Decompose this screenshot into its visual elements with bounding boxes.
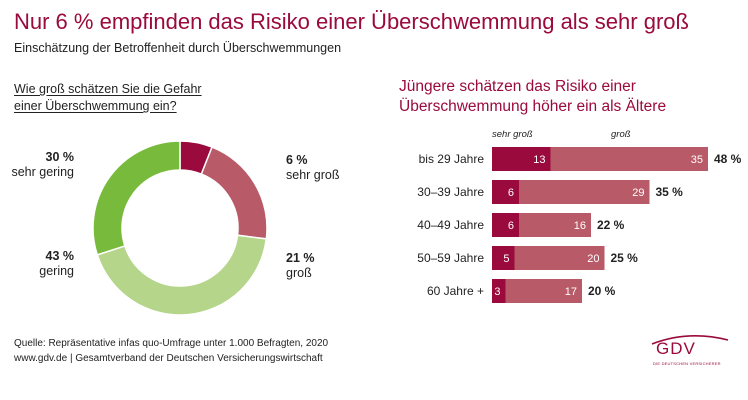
bar-data-label: 29	[632, 187, 644, 199]
bar-segment-sehr-gross	[492, 246, 515, 270]
bar-segment-sehr-gross	[492, 279, 506, 303]
bar-data-label: 5	[503, 253, 509, 265]
bar-data-label: 16	[574, 220, 586, 232]
bar-data-label: 20	[587, 253, 599, 265]
source-note: Quelle: Repräsentative infas quo-Umfrage…	[14, 336, 434, 366]
donut-category-label: gering	[39, 264, 74, 278]
bar-segment-gross	[550, 147, 708, 171]
donut-slice-2	[200, 146, 268, 240]
bar-title-line-1: Jüngere schätzen das Risiko einer	[399, 78, 636, 95]
legend-item: sehr groß	[492, 129, 533, 140]
bar-segment-gross	[505, 279, 582, 303]
bar-total-label: 35 %	[656, 185, 684, 199]
donut-chart-title: Wie groß schätzen Sie die Gefahr einer Ü…	[14, 81, 204, 115]
bar-chart-title: Jüngere schätzen das Risiko einer Übersc…	[399, 77, 729, 117]
bar-category-label: bis 29 Jahre	[419, 152, 485, 166]
bar-data-label: 6	[508, 220, 514, 232]
logo-subtext: DIE DEUTSCHEN VERSICHERER	[653, 361, 721, 366]
page-title: Nur 6 % empfinden das Risiko einer Übers…	[14, 9, 689, 34]
bar-segment-sehr-gross	[492, 213, 519, 237]
bar-title-line-2: Überschwemmung höher ein als Ältere	[399, 98, 667, 115]
bar-data-label: 17	[565, 286, 577, 298]
donut-title-line-2: einer Überschwemmung ein?	[14, 99, 177, 113]
bar-category-label: 60 Jahre +	[427, 284, 484, 298]
gdv-logo	[651, 335, 729, 345]
bar-segment-sehr-gross	[492, 147, 551, 171]
bar-category-label: 50–59 Jahre	[417, 251, 484, 265]
donut-slice-4	[92, 140, 181, 256]
bar-total-label: 25 %	[611, 251, 639, 265]
bar-segment-gross	[514, 246, 605, 270]
bar-category-label: 40–49 Jahre	[417, 218, 484, 232]
bar-data-label: 35	[691, 154, 703, 166]
donut-value-label: 30 %	[46, 150, 75, 164]
page-subtitle: Einschätzung der Betroffenheit durch Übe…	[14, 41, 342, 55]
donut-title-line-1: Wie groß schätzen Sie die Gefahr	[14, 82, 202, 96]
bar-segment-sehr-gross	[492, 180, 519, 204]
bar-data-label: 13	[533, 154, 545, 166]
bar-category-label: 30–39 Jahre	[417, 185, 484, 199]
bar-data-label: 3	[494, 286, 500, 298]
bar-total-label: 48 %	[714, 152, 742, 166]
bar-segment-gross	[519, 213, 591, 237]
publisher-line: www.gdv.de | Gesamtverband der Deutschen…	[14, 353, 323, 364]
legend-item: groß	[611, 129, 631, 140]
bar-total-label: 20 %	[588, 284, 616, 298]
donut-category-label: groß	[286, 266, 312, 280]
donut-category-label: sehr groß	[286, 168, 340, 182]
bar-data-label: 6	[508, 187, 514, 199]
donut-category-label: sehr gering	[11, 165, 74, 179]
donut-value-label: 21 %	[286, 251, 315, 265]
bar-total-label: 22 %	[597, 218, 625, 232]
donut-value-label: 43 %	[46, 249, 75, 263]
bar-segment-gross	[519, 180, 650, 204]
source-line: Quelle: Repräsentative infas quo-Umfrage…	[14, 338, 329, 349]
logo-swoosh	[651, 335, 729, 345]
logo-text: GDV	[656, 339, 696, 358]
donut-slice-3	[96, 234, 268, 316]
donut-value-label: 6 %	[286, 153, 308, 167]
